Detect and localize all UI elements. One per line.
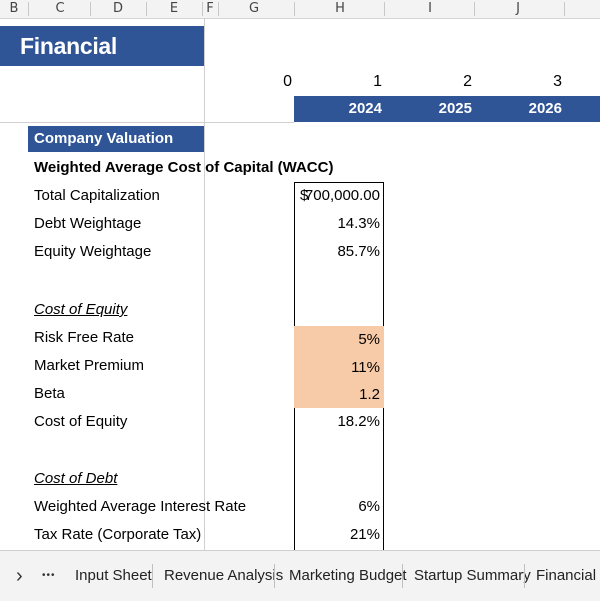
column-header-c[interactable]: C: [55, 1, 65, 16]
market-premium-label[interactable]: Market Premium: [34, 357, 145, 374]
column-header-b[interactable]: B: [9, 1, 19, 16]
cost-of-equity-value[interactable]: 18.2%: [337, 413, 380, 430]
column-header-i[interactable]: I: [428, 1, 432, 16]
column-header-d[interactable]: D: [112, 1, 123, 16]
interest-rate-value[interactable]: 6%: [358, 498, 380, 515]
tab-marketing-budget[interactable]: Marketing Budget: [289, 567, 407, 584]
tab-financial-statements[interactable]: Financial St: [536, 567, 600, 584]
cost-of-equity-label[interactable]: Cost of Equity: [34, 413, 128, 430]
period-number-3[interactable]: 3: [553, 73, 562, 90]
tax-rate-label[interactable]: Tax Rate (Corporate Tax): [34, 526, 202, 543]
period-number-2[interactable]: 2: [463, 73, 472, 90]
column-header-j[interactable]: J: [516, 1, 520, 16]
tab-separator: [152, 564, 153, 588]
column-header-g[interactable]: G: [248, 1, 260, 16]
column-header-e[interactable]: E: [169, 1, 179, 16]
section-header-company-valuation[interactable]: Company Valuation: [28, 126, 204, 152]
next-sheet-icon[interactable]: ›: [16, 565, 23, 587]
column-separator: [28, 2, 29, 16]
column-separator: [202, 2, 203, 16]
year-header-bar: [294, 96, 600, 122]
tax-rate-value[interactable]: 21%: [349, 526, 380, 543]
beta-label[interactable]: Beta: [34, 385, 65, 402]
total-capitalization-value[interactable]: 700,000.00: [304, 187, 380, 204]
debt-weightage-value[interactable]: 14.3%: [337, 215, 380, 232]
wacc-header[interactable]: Weighted Average Cost of Capital (WACC): [34, 159, 334, 176]
year-label-2024[interactable]: 2024: [348, 100, 382, 117]
tab-separator: [402, 564, 403, 588]
column-separator: [90, 2, 91, 16]
column-header-f[interactable]: F: [206, 1, 214, 16]
risk-free-rate-input[interactable]: 5%: [294, 326, 384, 354]
beta-input[interactable]: 1.2: [294, 382, 384, 408]
tab-input-sheet[interactable]: Input Sheet: [75, 567, 152, 584]
column-separator: [146, 2, 147, 16]
interest-rate-label[interactable]: Weighted Average Interest Rate: [34, 498, 247, 515]
equity-weightage-label[interactable]: Equity Weightage: [34, 243, 152, 260]
gridline-vertical: [204, 18, 205, 550]
column-separator: [294, 2, 295, 16]
market-premium-input[interactable]: 11%: [294, 354, 384, 382]
period-number-1[interactable]: 1: [373, 73, 382, 90]
tab-separator: [524, 564, 525, 588]
sheet-tab-bar: › ••• Input Sheet Revenue Analysis Marke…: [0, 550, 600, 601]
tab-startup-summary[interactable]: Startup Summary: [414, 567, 531, 584]
gridline-horizontal: [0, 122, 294, 123]
debt-weightage-label[interactable]: Debt Weightage: [34, 215, 142, 232]
column-separator: [218, 2, 219, 16]
tab-revenue-analysis[interactable]: Revenue Analysis: [164, 567, 284, 584]
tab-separator: [274, 564, 275, 588]
column-header-bar: B C D E F G H I J: [0, 0, 600, 19]
page-title[interactable]: Financial Analysis: [0, 26, 204, 99]
column-separator: [384, 2, 385, 16]
equity-weightage-value[interactable]: 85.7%: [337, 243, 380, 260]
risk-free-rate-label[interactable]: Risk Free Rate: [34, 329, 135, 346]
period-number-0[interactable]: 0: [283, 73, 292, 90]
column-separator: [564, 2, 565, 16]
column-separator: [474, 2, 475, 16]
column-header-h[interactable]: H: [335, 1, 345, 16]
year-label-2025[interactable]: 2025: [438, 100, 472, 117]
more-sheets-icon[interactable]: •••: [42, 570, 56, 581]
currency-symbol: $: [300, 187, 309, 204]
year-label-2026[interactable]: 2026: [528, 100, 562, 117]
cost-of-equity-header[interactable]: Cost of Equity: [34, 301, 128, 318]
total-capitalization-label[interactable]: Total Capitalization: [34, 187, 160, 204]
cost-of-debt-header[interactable]: Cost of Debt: [34, 470, 118, 487]
